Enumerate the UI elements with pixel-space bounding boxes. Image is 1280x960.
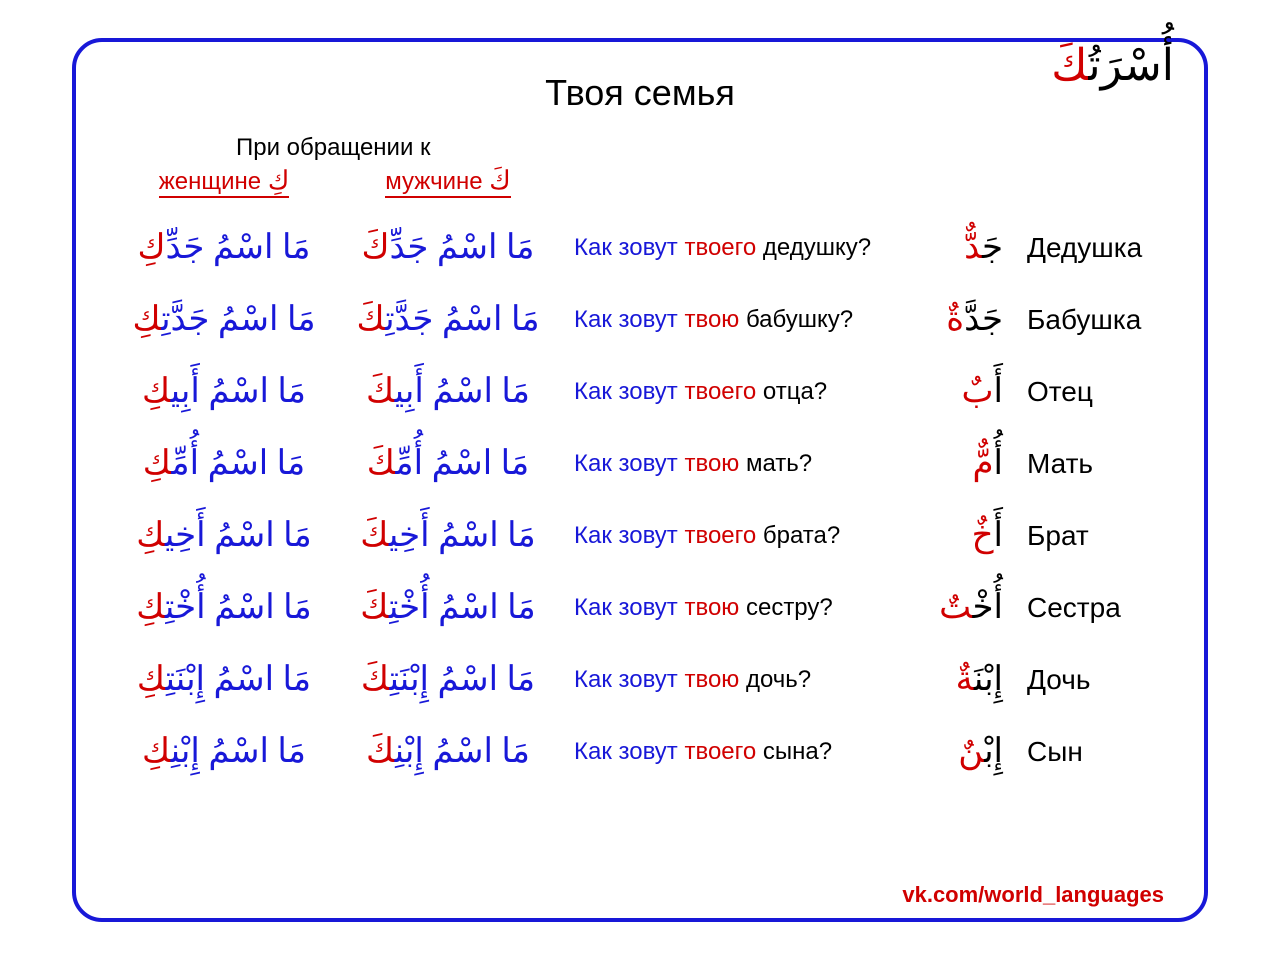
table-row: مَا اسْمُ أَخِيكِمَا اسْمُ أَخِيكَКак зо… <box>116 500 1164 572</box>
title-arabic: أُسْرَتُكَ <box>1051 40 1174 91</box>
table-row: مَا اسْمُ أُمِّكِمَا اسْمُ أُمِّكَКак зо… <box>116 428 1164 500</box>
arabic-phrase-masculine: مَا اسْمُ إِبْنَتِكَ <box>340 653 556 707</box>
russian-question: Как зовут твоего дедушку? <box>556 234 899 262</box>
russian-word: Дочь <box>1009 664 1164 696</box>
arabic-word: أُمٌّ <box>899 437 1009 491</box>
table-row: مَا اسْمُ جَدِّكِمَا اسْمُ جَدِّكَКак зо… <box>116 212 1164 284</box>
table-row: مَا اسْمُ جَدَّتِكِمَا اسْمُ جَدَّتِكَКа… <box>116 284 1164 356</box>
arabic-phrase-feminine: مَا اسْمُ أُمِّكِ <box>116 437 332 491</box>
arabic-phrase-feminine: مَا اسْمُ إِبْنَتِكِ <box>116 653 332 707</box>
arabic-word: جَدٌّ <box>899 221 1009 275</box>
arabic-phrase-feminine: مَا اسْمُ جَدَّتِكِ <box>116 293 332 347</box>
russian-word: Сын <box>1009 736 1164 768</box>
russian-word: Сестра <box>1009 592 1164 624</box>
arabic-word: إِبْنَةٌ <box>899 653 1009 707</box>
lesson-card: Твоя семья أُسْرَتُكَ При обращении к же… <box>72 38 1208 922</box>
col-header-masculine: мужчине كَ <box>340 166 556 198</box>
russian-word: Дедушка <box>1009 232 1164 264</box>
russian-word: Брат <box>1009 520 1164 552</box>
arabic-phrase-masculine: مَا اسْمُ أُمِّكَ <box>340 437 556 491</box>
arabic-phrase-masculine: مَا اسْمُ جَدَّتِكَ <box>340 293 556 347</box>
arabic-phrase-feminine: مَا اسْمُ جَدِّكِ <box>116 221 332 275</box>
arabic-word: إِبْنٌ <box>899 725 1009 779</box>
russian-word: Отец <box>1009 376 1164 408</box>
footer-link[interactable]: vk.com/world_languages <box>902 882 1164 908</box>
russian-word: Мать <box>1009 448 1164 480</box>
subheader: При обращении к <box>116 134 1164 162</box>
arabic-phrase-masculine: مَا اسْمُ أُخْتِكَ <box>340 581 556 635</box>
arabic-phrase-feminine: مَا اسْمُ أَخِيكِ <box>116 509 332 563</box>
arabic-word: أُخْتٌ <box>899 581 1009 635</box>
russian-word: Бабушка <box>1009 304 1164 336</box>
arabic-phrase-masculine: مَا اسْمُ إِبْنِكَ <box>340 725 556 779</box>
vocab-table: مَا اسْمُ جَدِّكِمَا اسْمُ جَدِّكَКак зо… <box>116 212 1164 788</box>
russian-question: Как зовут твоего сына? <box>556 738 899 766</box>
russian-question: Как зовут твою бабушку? <box>556 306 899 334</box>
table-row: مَا اسْمُ أَبِيكِمَا اسْمُ أَبِيكَКак зо… <box>116 356 1164 428</box>
arabic-phrase-feminine: مَا اسْمُ أَبِيكِ <box>116 365 332 419</box>
header: Твоя семья أُسْرَتُكَ <box>116 62 1164 132</box>
russian-question: Как зовут твою дочь? <box>556 666 899 694</box>
arabic-word: جَدَّةٌ <box>899 293 1009 347</box>
russian-question: Как зовут твоего отца? <box>556 378 899 406</box>
table-row: مَا اسْمُ أُخْتِكِمَا اسْمُ أُخْتِكَКак … <box>116 572 1164 644</box>
arabic-phrase-masculine: مَا اسْمُ جَدِّكَ <box>340 221 556 275</box>
title-russian: Твоя семья <box>116 62 1164 114</box>
russian-question: Как зовут твою мать? <box>556 450 899 478</box>
table-row: مَا اسْمُ إِبْنِكِمَا اسْمُ إِبْنِكَКак … <box>116 716 1164 788</box>
column-headers: женщине كِ мужчине كَ <box>116 166 1164 198</box>
arabic-word: أَخٌ <box>899 509 1009 563</box>
arabic-phrase-masculine: مَا اسْمُ أَخِيكَ <box>340 509 556 563</box>
col-header-feminine: женщине كِ <box>116 166 332 198</box>
russian-question: Как зовут твою сестру? <box>556 594 899 622</box>
arabic-phrase-feminine: مَا اسْمُ إِبْنِكِ <box>116 725 332 779</box>
russian-question: Как зовут твоего брата? <box>556 522 899 550</box>
arabic-phrase-masculine: مَا اسْمُ أَبِيكَ <box>340 365 556 419</box>
arabic-word: أَبٌ <box>899 365 1009 419</box>
arabic-phrase-feminine: مَا اسْمُ أُخْتِكِ <box>116 581 332 635</box>
table-row: مَا اسْمُ إِبْنَتِكِمَا اسْمُ إِبْنَتِكَ… <box>116 644 1164 716</box>
